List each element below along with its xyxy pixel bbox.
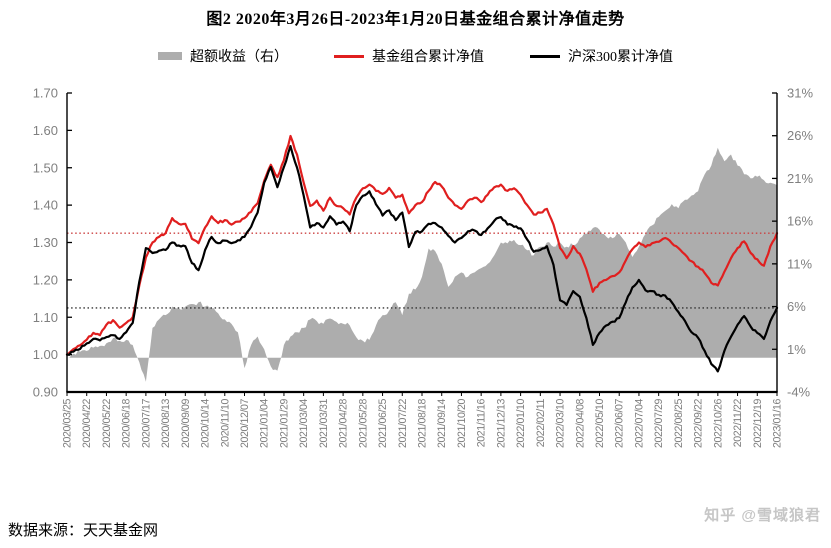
svg-text:2020/05/22: 2020/05/22 bbox=[101, 399, 113, 449]
fund-line-swatch-icon bbox=[334, 54, 364, 58]
legend-fund-label: 基金组合累计净值 bbox=[372, 50, 484, 65]
svg-text:2022/07/29: 2022/07/29 bbox=[653, 399, 665, 449]
svg-text:1.10: 1.10 bbox=[33, 310, 58, 325]
svg-text:2022/03/10: 2022/03/10 bbox=[555, 399, 567, 449]
svg-text:2020/04/22: 2020/04/22 bbox=[81, 399, 93, 449]
svg-text:2022/05/10: 2022/05/10 bbox=[594, 399, 606, 449]
svg-text:1%: 1% bbox=[787, 342, 806, 357]
svg-text:2022/11/22: 2022/11/22 bbox=[732, 398, 744, 447]
svg-text:2020/11/10: 2020/11/10 bbox=[219, 398, 231, 447]
svg-text:2020/12/07: 2020/12/07 bbox=[239, 399, 251, 449]
svg-text:2021/05/28: 2021/05/28 bbox=[357, 399, 369, 449]
svg-text:2022/12/19: 2022/12/19 bbox=[752, 399, 764, 449]
svg-text:2022/04/08: 2022/04/08 bbox=[574, 399, 586, 449]
svg-text:2022/01/10: 2022/01/10 bbox=[515, 399, 527, 449]
svg-text:2021/06/25: 2021/06/25 bbox=[377, 399, 389, 449]
excess-area-swatch-icon bbox=[158, 52, 182, 60]
svg-text:2020/06/18: 2020/06/18 bbox=[121, 399, 133, 449]
svg-text:2021/11/16: 2021/11/16 bbox=[476, 398, 488, 447]
svg-text:2022/06/07: 2022/06/07 bbox=[614, 399, 626, 449]
svg-text:2020/10/14: 2020/10/14 bbox=[200, 399, 212, 449]
svg-text:2021/01/29: 2021/01/29 bbox=[278, 399, 290, 449]
svg-text:2021/04/28: 2021/04/28 bbox=[338, 399, 350, 449]
svg-text:2020/03/25: 2020/03/25 bbox=[62, 399, 74, 449]
svg-text:0.90: 0.90 bbox=[33, 385, 58, 400]
svg-text:2021/03/31: 2021/03/31 bbox=[318, 399, 330, 449]
chart-legend: 超额收益（右） 基金组合累计净值 沪深300累计净值 bbox=[0, 46, 831, 66]
svg-text:2022/09/22: 2022/09/22 bbox=[693, 399, 705, 449]
watermark: 知乎 @雪域狼君 bbox=[704, 507, 821, 524]
y-axis-right: -4% 1% 6% 11% 16% 21% 26% 31% bbox=[772, 86, 813, 400]
index-line-swatch-icon bbox=[530, 54, 560, 58]
svg-text:2021/01/04: 2021/01/04 bbox=[259, 399, 271, 449]
svg-text:16%: 16% bbox=[787, 214, 813, 229]
svg-text:2021/07/22: 2021/07/22 bbox=[397, 399, 409, 449]
svg-text:2022/08/25: 2022/08/25 bbox=[673, 399, 685, 449]
source-note: 数据来源：天天基金网 bbox=[8, 523, 159, 539]
svg-text:1.50: 1.50 bbox=[33, 160, 58, 175]
svg-text:31%: 31% bbox=[787, 86, 813, 101]
svg-text:2021/08/18: 2021/08/18 bbox=[417, 399, 429, 449]
svg-text:2022/10/26: 2022/10/26 bbox=[712, 399, 724, 449]
svg-text:2022/07/04: 2022/07/04 bbox=[633, 399, 645, 449]
svg-text:2023/01/16: 2023/01/16 bbox=[772, 399, 784, 449]
svg-text:2021/10/20: 2021/10/20 bbox=[456, 399, 468, 449]
legend-index-label: 沪深300累计净值 bbox=[568, 50, 673, 65]
excess-area-series bbox=[67, 147, 777, 382]
legend-item-fund: 基金组合累计净值 bbox=[334, 46, 484, 66]
svg-text:21%: 21% bbox=[787, 171, 813, 186]
x-axis-labels: 2020/03/25 2020/04/22 2020/05/22 2020/06/18… bbox=[62, 392, 784, 448]
fund-line-series bbox=[65, 134, 779, 356]
svg-text:1.00: 1.00 bbox=[33, 347, 58, 362]
svg-text:26%: 26% bbox=[787, 128, 813, 143]
y-axis-left: 0.90 1.00 1.10 1.20 1.30 1.40 1.50 1.60 1.70 bbox=[33, 86, 72, 400]
svg-text:1.70: 1.70 bbox=[33, 86, 58, 101]
svg-text:2020/07/17: 2020/07/17 bbox=[140, 399, 152, 449]
svg-text:2022/02/11: 2022/02/11 bbox=[535, 398, 547, 447]
svg-text:2020/08/13: 2020/08/13 bbox=[160, 399, 172, 449]
chart-title: 图2 2020年3月26日-2023年1月20日基金组合累计净值走势 bbox=[206, 11, 625, 28]
svg-text:1.40: 1.40 bbox=[33, 198, 58, 213]
svg-text:1.20: 1.20 bbox=[33, 272, 58, 287]
svg-text:1.30: 1.30 bbox=[33, 235, 58, 250]
svg-text:11%: 11% bbox=[787, 256, 812, 271]
svg-text:2020/09/09: 2020/09/09 bbox=[180, 399, 192, 449]
svg-text:2021/09/14: 2021/09/14 bbox=[436, 399, 448, 449]
svg-text:2021/12/13: 2021/12/13 bbox=[495, 399, 507, 449]
legend-excess-label: 超额收益（右） bbox=[190, 50, 288, 65]
legend-item-excess: 超额收益（右） bbox=[158, 46, 288, 66]
svg-text:1.60: 1.60 bbox=[33, 123, 58, 138]
index-line-series bbox=[65, 145, 779, 373]
svg-text:6%: 6% bbox=[787, 299, 806, 314]
svg-text:2021/03/04: 2021/03/04 bbox=[298, 399, 310, 449]
legend-item-index: 沪深300累计净值 bbox=[530, 46, 673, 66]
svg-text:-4%: -4% bbox=[787, 385, 811, 400]
